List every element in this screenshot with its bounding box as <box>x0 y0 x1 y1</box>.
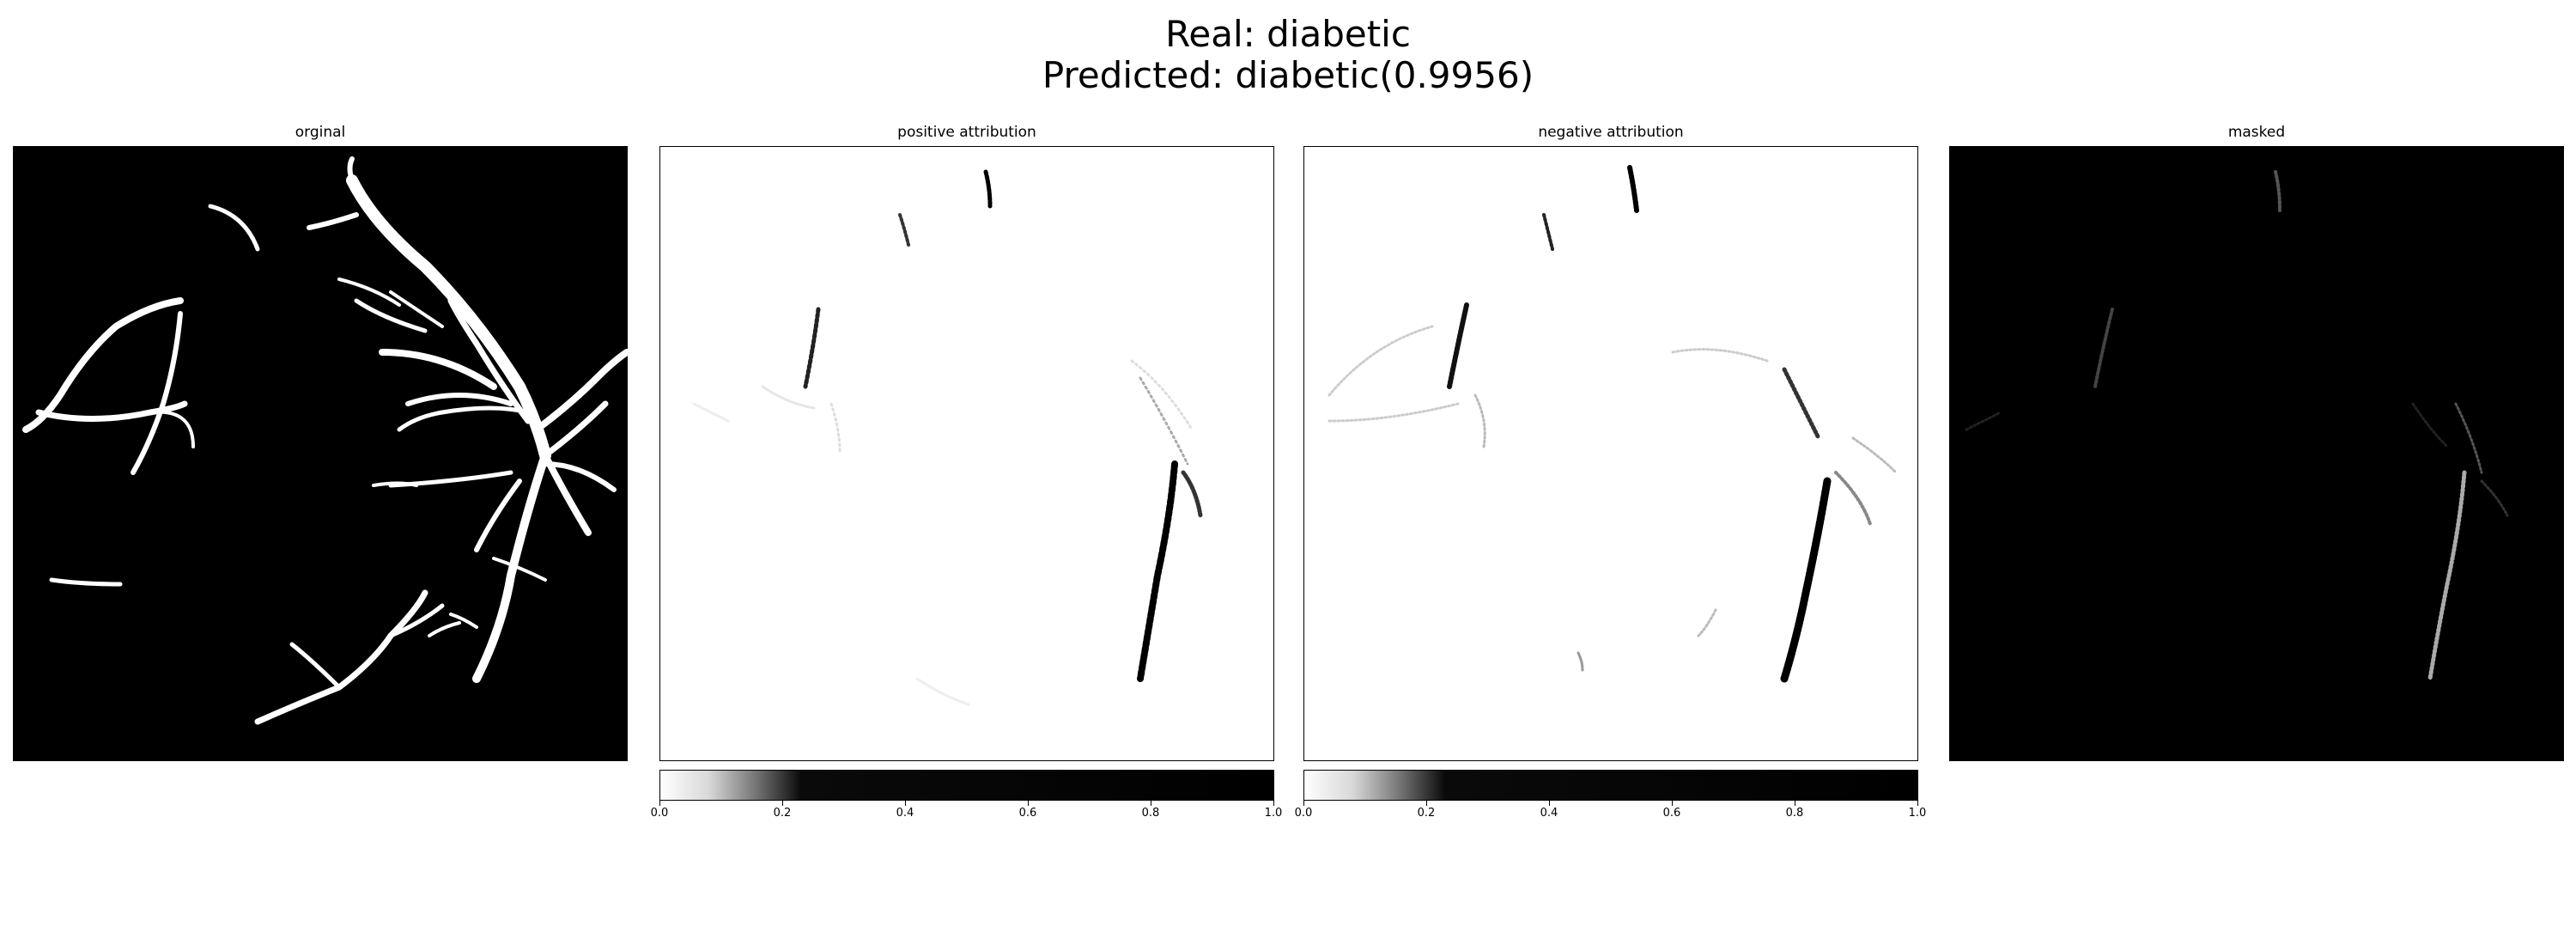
panel-title-positive-attribution: positive attribution <box>897 124 1036 141</box>
colorbar-tick-label: 0.0 <box>650 807 669 820</box>
colorbar-tick-label: 0.8 <box>1141 807 1160 820</box>
masked-image <box>1949 146 2564 761</box>
tick-mark <box>782 801 783 806</box>
tick-mark <box>1672 801 1673 806</box>
panel-title-masked: masked <box>2227 124 2286 141</box>
tick-mark <box>1917 801 1918 806</box>
tick-mark <box>1028 801 1029 806</box>
figure-title-real: Real: diabetic <box>1165 13 1411 55</box>
negative-attribution-map <box>1303 146 1918 761</box>
tick-mark <box>905 801 906 806</box>
panel-title-negative-attribution: negative attribution <box>1538 124 1684 141</box>
colorbar-tick-label: 0.2 <box>1417 807 1436 820</box>
tick-mark <box>659 801 660 806</box>
colorbar-tick-label: 0.2 <box>773 807 792 820</box>
colorbar-tick-label: 0.6 <box>1662 807 1681 820</box>
original-vessel-image <box>13 146 628 761</box>
colorbar-tick-label: 1.0 <box>1908 807 1927 820</box>
colorbar-tick-label: 0.8 <box>1785 807 1804 820</box>
figure-title-predicted: Predicted: diabetic(0.9956) <box>1042 54 1534 96</box>
colorbar-tick-label: 0.0 <box>1294 807 1313 820</box>
positive-attribution-map <box>659 146 1274 761</box>
positive-attribution-colorbar <box>659 770 1274 801</box>
tick-mark <box>1303 801 1304 806</box>
tick-mark <box>1426 801 1427 806</box>
negative-attribution-colorbar <box>1303 770 1918 801</box>
colorbar-tick-label: 1.0 <box>1264 807 1283 820</box>
colorbar-tick-label: 0.6 <box>1018 807 1037 820</box>
colorbar-tick-label: 0.4 <box>896 807 914 820</box>
tick-mark <box>1273 801 1274 806</box>
colorbar-tick-label: 0.4 <box>1540 807 1558 820</box>
panel-title-original: orginal <box>295 124 346 141</box>
tick-mark <box>1549 801 1550 806</box>
